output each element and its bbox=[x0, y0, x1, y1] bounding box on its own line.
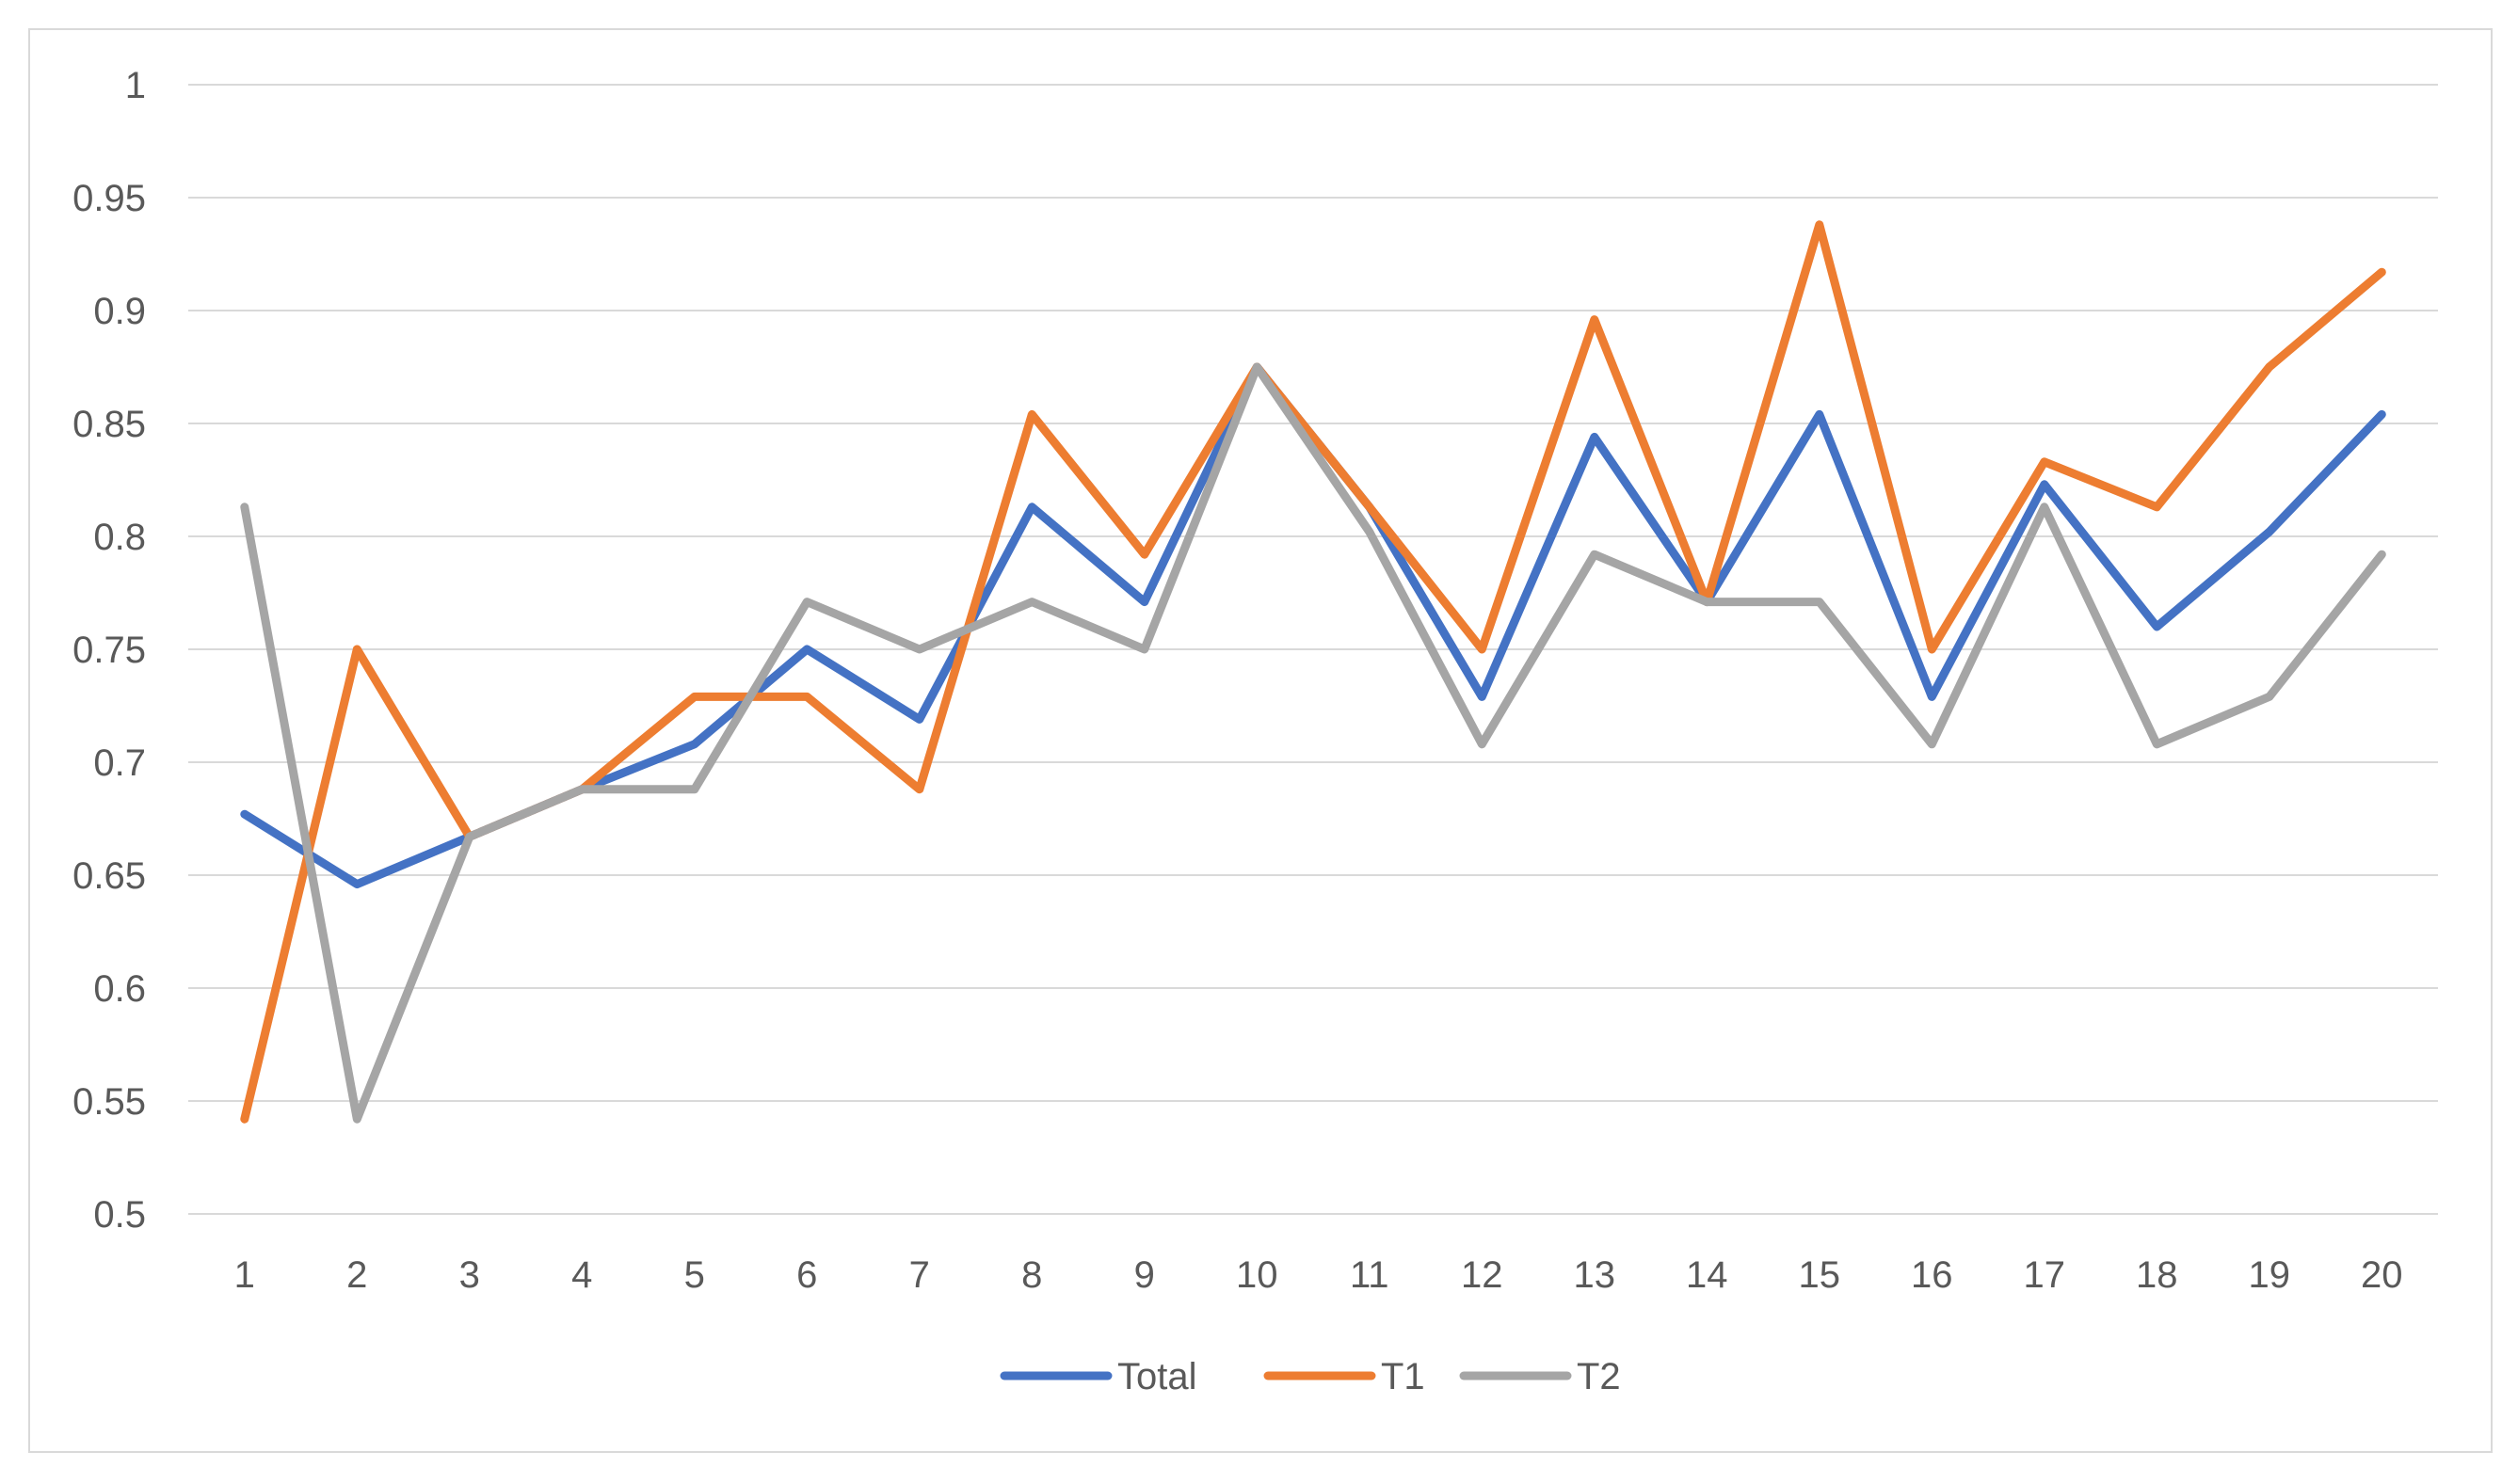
y-tick-label: 0.5 bbox=[93, 1194, 146, 1236]
gridlines bbox=[188, 84, 2438, 1215]
y-tick-label: 1 bbox=[125, 65, 146, 106]
x-tick-label: 13 bbox=[1574, 1254, 1616, 1296]
y-tick-label: 0.75 bbox=[72, 630, 146, 671]
x-axis-ticks: 1 2 3 4 5 6 7 8 9 10 11 12 13 14 15 16 17 18 19 20 bbox=[234, 1254, 2403, 1296]
legend: Total T1 T2 bbox=[1000, 1356, 1621, 1397]
x-tick-label: 2 bbox=[346, 1254, 367, 1296]
y-tick-label: 0.65 bbox=[72, 855, 146, 897]
x-tick-label: 16 bbox=[1911, 1254, 1953, 1296]
x-tick-label: 1 bbox=[234, 1254, 255, 1296]
x-tick-label: 3 bbox=[459, 1254, 480, 1296]
x-tick-label: 14 bbox=[1686, 1254, 1728, 1296]
x-tick-label: 11 bbox=[1350, 1254, 1389, 1296]
x-tick-label: 4 bbox=[571, 1254, 592, 1296]
series-lines bbox=[240, 220, 2386, 1124]
y-tick-label: 0.9 bbox=[93, 291, 146, 332]
x-tick-label: 8 bbox=[1021, 1254, 1042, 1296]
legend-label-total: Total bbox=[1117, 1356, 1197, 1397]
y-tick-label: 0.55 bbox=[72, 1081, 146, 1123]
x-tick-label: 10 bbox=[1236, 1254, 1278, 1296]
chart-frame bbox=[28, 28, 2493, 1453]
legend-label-t2: T2 bbox=[1577, 1356, 1621, 1397]
y-tick-label: 0.6 bbox=[93, 968, 146, 1010]
x-tick-label: 19 bbox=[2249, 1254, 2291, 1296]
legend-label-t1: T1 bbox=[1381, 1356, 1425, 1397]
y-tick-label: 0.8 bbox=[93, 517, 146, 558]
series-line-t1 bbox=[240, 220, 2386, 1124]
x-tick-label: 18 bbox=[2136, 1254, 2178, 1296]
y-tick-label: 0.85 bbox=[72, 404, 146, 445]
x-tick-label: 5 bbox=[684, 1254, 705, 1296]
series-line-t2 bbox=[240, 362, 2386, 1124]
x-tick-label: 6 bbox=[796, 1254, 817, 1296]
x-tick-label: 20 bbox=[2361, 1254, 2403, 1296]
x-tick-label: 15 bbox=[1799, 1254, 1841, 1296]
x-tick-label: 7 bbox=[909, 1254, 930, 1296]
x-tick-label: 17 bbox=[2024, 1254, 2066, 1296]
x-tick-label: 12 bbox=[1461, 1254, 1503, 1296]
x-tick-label: 9 bbox=[1134, 1254, 1155, 1296]
y-tick-label: 0.95 bbox=[72, 178, 146, 219]
y-tick-label: 0.7 bbox=[93, 742, 146, 784]
y-axis-ticks: 0.5 0.55 0.6 0.65 0.7 0.75 0.8 0.85 0.9 0.95 1 bbox=[72, 65, 146, 1236]
